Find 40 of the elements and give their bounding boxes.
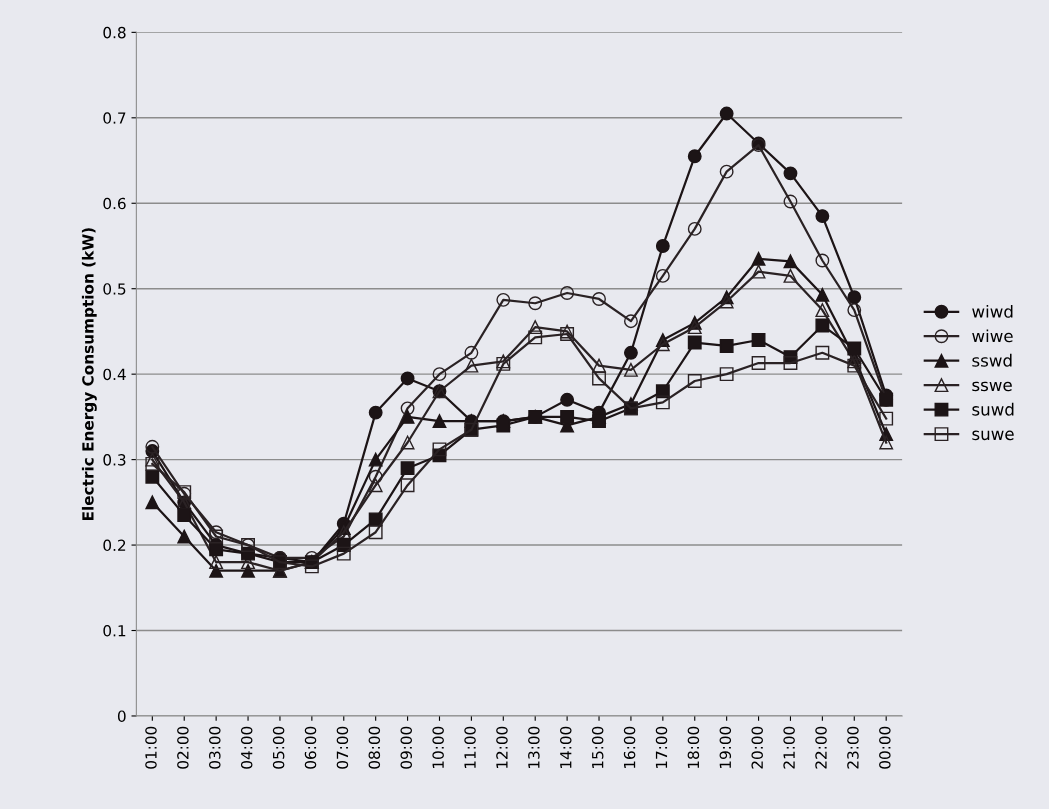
y-tick-label: 0.3 (103, 454, 126, 466)
y-axis-title: Electric Energy Consumption (kW) (81, 228, 97, 521)
legend-label: sswe (972, 381, 1012, 392)
y-tick-label: 0.6 (103, 197, 126, 210)
x-tick-label: 11:00 (464, 726, 476, 769)
y-tick-label: 0.4 (103, 368, 126, 381)
legend-label: sswd (972, 353, 1012, 367)
x-tick-label: 01:00 (145, 726, 157, 769)
x-tick-label: 00:00 (879, 726, 891, 769)
x-tick-label: 19:00 (719, 726, 732, 769)
legend-label: wiwe (972, 329, 1013, 343)
x-tick-label: 22:00 (815, 726, 827, 769)
y-tick-label: 0 (117, 710, 126, 722)
x-tick-label: 09:00 (400, 726, 413, 769)
y-tick-label: 0.2 (103, 539, 126, 552)
x-tick-label: 06:00 (304, 726, 317, 769)
x-tick-label: 03:00 (209, 726, 221, 769)
x-tick-label: 17:00 (655, 726, 668, 769)
x-tick-label: 12:00 (496, 726, 508, 769)
x-tick-label: 08:00 (368, 726, 381, 769)
x-tick-label: 23:00 (847, 726, 859, 769)
legend-label: suwe (972, 430, 1014, 441)
x-tick-label: 21:00 (783, 726, 795, 769)
x-tick-label: 20:00 (751, 726, 763, 769)
legend-label: suwd (972, 402, 1014, 416)
x-tick-label: 15:00 (591, 726, 604, 769)
y-tick-label: 0.5 (103, 283, 126, 295)
x-tick-label: 05:00 (272, 726, 285, 769)
x-tick-label: 13:00 (528, 726, 540, 769)
x-tick-label: 07:00 (336, 726, 349, 769)
x-tick-label: 10:00 (432, 726, 444, 769)
y-tick-label: 0.8 (103, 26, 126, 39)
x-tick-label: 02:00 (177, 726, 189, 769)
x-tick-label: 18:00 (687, 726, 700, 769)
x-tick-label: 14:00 (559, 726, 572, 769)
legend-label: wiwd (972, 304, 1013, 318)
y-tick-label: 0.7 (103, 112, 126, 124)
x-tick-label: 04:00 (240, 726, 253, 769)
y-tick-label: 0.1 (103, 624, 126, 637)
x-tick-label: 16:00 (623, 726, 636, 769)
